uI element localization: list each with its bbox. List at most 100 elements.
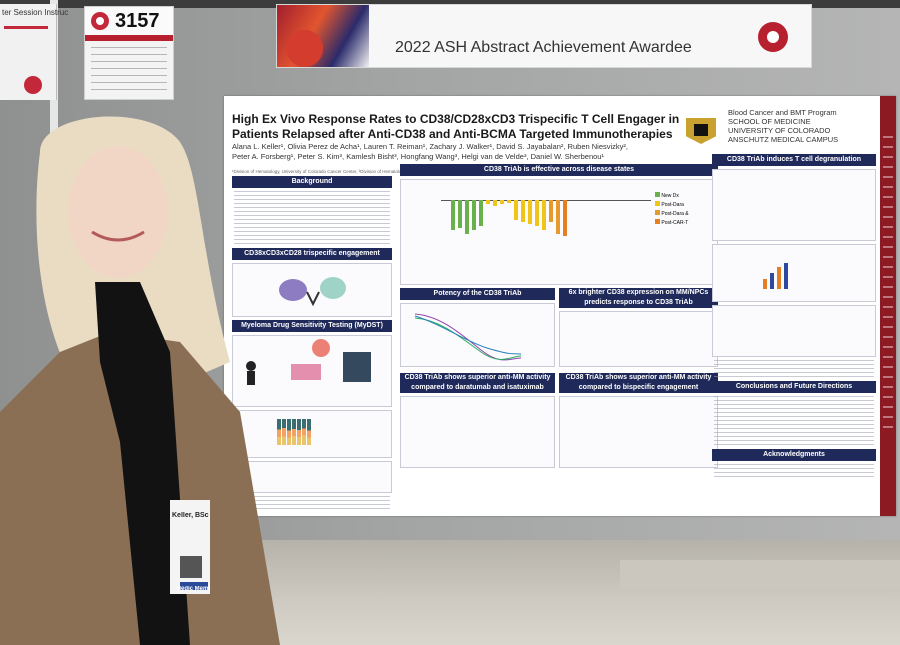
banner-artwork bbox=[277, 5, 369, 67]
cd107a-scatter-chart bbox=[712, 169, 876, 241]
degranulation-bar-chart bbox=[712, 244, 876, 302]
degran-bar bbox=[763, 279, 767, 289]
waterfall-bar bbox=[507, 200, 511, 203]
section-brighter-header: 6x brighter CD38 expression on MM/NPCs p… bbox=[559, 288, 718, 308]
waterfall-bar bbox=[493, 200, 497, 206]
section-trispecific-header: CD38xCD3xCD28 trispecific engagement bbox=[232, 248, 392, 260]
waterfall-bar bbox=[563, 200, 567, 236]
mydst-workflow-art bbox=[246, 339, 371, 385]
stacked-bar bbox=[292, 419, 296, 445]
poster-title: High Ex Vivo Response Rates to CD38/CD28… bbox=[232, 112, 692, 142]
ash-logo-icon bbox=[758, 22, 788, 52]
section-mydst-header: Myeloma Drug Sensitivity Testing (MyDST) bbox=[232, 320, 392, 332]
waterfall-bar bbox=[472, 200, 476, 230]
face-shape bbox=[68, 146, 168, 278]
t-cell-shape bbox=[320, 277, 346, 299]
bottom-row: CD38 TriAb shows superior anti-MM activi… bbox=[400, 373, 718, 468]
curve-series-1 bbox=[414, 313, 522, 361]
section-effective-header: CD38 TriAb is effective across disease s… bbox=[400, 164, 718, 176]
black-turtleneck-shape bbox=[95, 282, 190, 645]
waterfall-bar bbox=[451, 200, 455, 230]
bispec-panel: CD38 TriAb shows superior anti-MM activi… bbox=[559, 373, 718, 468]
flow-cytometer-shape bbox=[343, 352, 371, 382]
potency-panel: Potency of the CD38 TriAb bbox=[400, 288, 555, 367]
poster-column-1: Background CD38xCD3xCD28 trispecific eng… bbox=[232, 176, 392, 510]
waterfall-bar bbox=[535, 200, 539, 226]
badge-qr-code-shape bbox=[180, 556, 202, 578]
award-banner: 2022 ASH Abstract Achievement Awardee bbox=[276, 4, 812, 68]
smile-shape bbox=[91, 230, 145, 242]
waterfall-bar bbox=[458, 200, 462, 228]
presenter-figure bbox=[0, 116, 280, 645]
section-background-header: Background bbox=[232, 176, 392, 188]
poster-column-2: CD38 TriAb is effective across disease s… bbox=[400, 164, 718, 510]
banner-title: 2022 ASH Abstract Achievement Awardee bbox=[395, 39, 692, 56]
poster-number: 3157 bbox=[115, 10, 160, 32]
card-fine-print bbox=[91, 47, 167, 93]
section-degranulation-header: CD38 TriAb induces T cell degranulation bbox=[712, 154, 876, 166]
flow-plots-row bbox=[232, 461, 392, 493]
waterfall-bar bbox=[514, 200, 518, 220]
section-acknowledgments-header: Acknowledgments bbox=[712, 449, 876, 461]
acknowledgments-text bbox=[714, 464, 874, 478]
waterfall-bar bbox=[465, 200, 469, 234]
stacked-bar bbox=[307, 419, 311, 445]
section-conclusions-header: Conclusions and Future Directions bbox=[712, 381, 876, 393]
poster-title-line1: High Ex Vivo Response Rates to CD38/CD28… bbox=[232, 112, 680, 126]
institution-line3: UNIVERSITY OF COLORADO bbox=[728, 126, 831, 135]
institution-block: Blood Cancer and BMT Program SCHOOL OF M… bbox=[728, 108, 888, 144]
legend-entry-post-cart: Post-CAR-T bbox=[655, 219, 689, 228]
middle-row: Potency of the CD38 TriAb 6x brighter CD… bbox=[400, 288, 718, 367]
degran-bar bbox=[784, 263, 788, 289]
bone-marrow-sample-shape bbox=[312, 339, 330, 357]
research-poster: High Ex Vivo Response Rates to CD38/CD28… bbox=[224, 96, 896, 516]
neighbor-poster-sign: ter Session Instruc bbox=[0, 4, 69, 100]
myeloma-cell-shape bbox=[279, 279, 307, 301]
section-potency-header: Potency of the CD38 TriAb bbox=[400, 288, 555, 300]
poster-authors: Alana L. Keller¹, Olivia Perez de Acha¹,… bbox=[232, 142, 702, 162]
patient-body-shape bbox=[247, 371, 255, 385]
floor-strip bbox=[620, 560, 900, 590]
institution-line2: SCHOOL OF MEDICINE bbox=[728, 117, 811, 126]
stacked-bar bbox=[277, 419, 281, 445]
waterfall-bar bbox=[486, 200, 490, 204]
waterfall-chart: New Dx Post-Dara Post-Dara & Post-CAR-T bbox=[400, 179, 718, 285]
neighbor-sign-title: ter Session Instruc bbox=[2, 8, 69, 17]
name-badge-text: Keller, BSc bbox=[172, 512, 209, 519]
poster-title-line2: Patients Relapsed after Anti-CD38 and An… bbox=[232, 127, 673, 141]
institution-line4: ANSCHUTZ MEDICAL CAMPUS bbox=[728, 135, 839, 144]
poster-side-strip bbox=[880, 96, 896, 516]
dara-panel: CD38 TriAb shows superior anti-MM activi… bbox=[400, 373, 555, 468]
waterfall-zero-line bbox=[441, 200, 651, 201]
institution-line1: Blood Cancer and BMT Program bbox=[728, 108, 837, 117]
trispecific-diagram bbox=[232, 263, 392, 317]
waterfall-bars bbox=[451, 200, 567, 236]
authors-line1: Alana L. Keller¹, Olivia Perez de Acha¹,… bbox=[232, 142, 628, 151]
legend-entry-post-dara: Post-Dara bbox=[655, 201, 689, 210]
waterfall-bar bbox=[542, 200, 546, 230]
well-plate-shape bbox=[291, 364, 321, 380]
neighbor-sign-logo bbox=[24, 76, 42, 94]
brighter-panel: 6x brighter CD38 expression on MM/NPCs p… bbox=[559, 288, 718, 367]
cell-population-chart bbox=[232, 410, 392, 458]
degranulation-bars bbox=[763, 259, 788, 289]
waterfall-bar bbox=[521, 200, 525, 222]
degranulation-caption bbox=[714, 360, 874, 378]
stacked-bar bbox=[297, 419, 301, 445]
degran-bar bbox=[777, 267, 781, 289]
card-band bbox=[85, 35, 173, 41]
authors-line2: Peter A. Forsberg¹, Peter S. Kim³, Kamle… bbox=[232, 151, 604, 161]
poster-number-card: 3157 bbox=[84, 6, 174, 100]
trispecific-schematic bbox=[279, 277, 346, 307]
triab-antibody-shape bbox=[306, 291, 320, 307]
curve-series-2 bbox=[414, 317, 522, 360]
legend-entry-new-dx: New Dx bbox=[655, 192, 689, 201]
stacked-bar bbox=[302, 419, 306, 445]
flow-gating-plots bbox=[712, 305, 876, 357]
patient-icon bbox=[246, 361, 256, 371]
stacked-bars bbox=[277, 419, 311, 445]
dara-comparison-chart bbox=[400, 396, 555, 468]
poster-column-3: CD38 TriAb induces T cell degranulation … bbox=[712, 154, 876, 510]
stacked-bar bbox=[287, 419, 291, 445]
